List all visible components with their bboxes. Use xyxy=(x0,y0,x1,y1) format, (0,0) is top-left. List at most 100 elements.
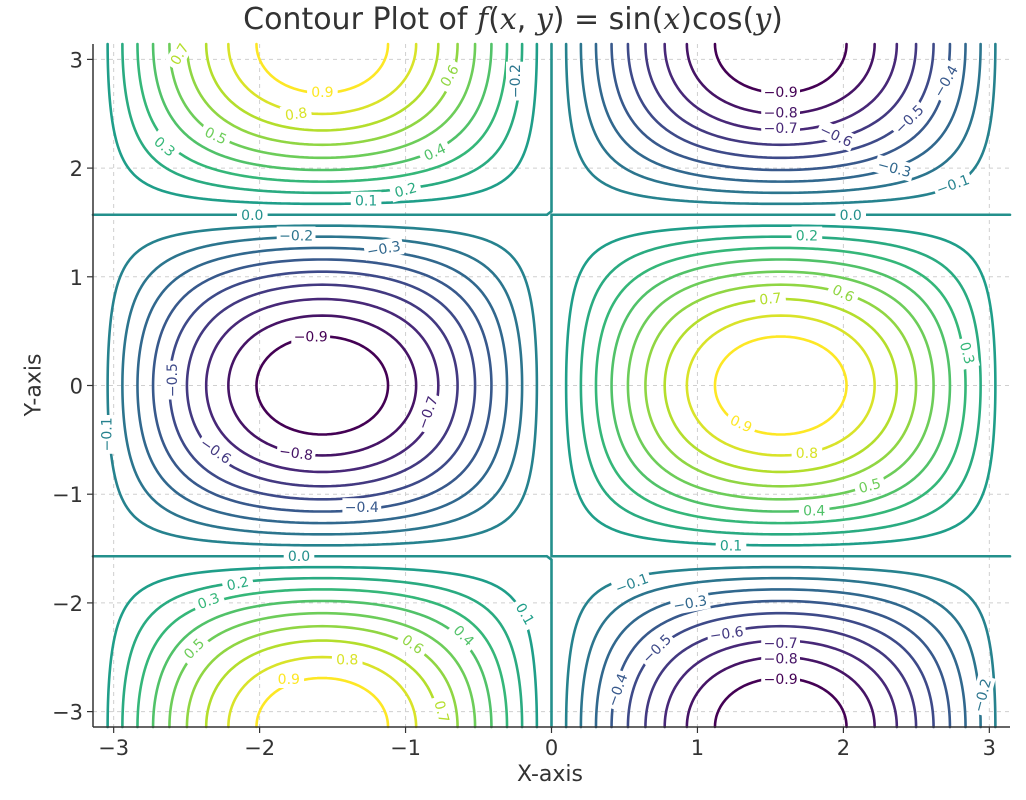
contour-label-bg xyxy=(506,61,524,101)
contour-label: −0.9 xyxy=(761,83,800,101)
contour-line-0.4 xyxy=(151,42,952,729)
contour-label: −0.3 xyxy=(873,154,916,182)
contour-label-bg xyxy=(331,650,363,669)
contour-label-bg xyxy=(791,443,823,462)
contour-label-bg xyxy=(342,498,382,517)
contour-label-bg xyxy=(761,83,800,101)
contour-label-bg xyxy=(761,670,800,688)
contour-label-text: −0.8 xyxy=(278,444,314,465)
y-tick-label: −3 xyxy=(52,701,83,725)
contour-label: 0.0 xyxy=(283,547,315,566)
x-tick-label: 2 xyxy=(837,736,850,760)
contour-label: 0.3 xyxy=(191,587,226,615)
contour-label-bg xyxy=(307,83,338,101)
contour-label-bg xyxy=(669,590,711,616)
contour-label-bg xyxy=(237,205,268,224)
contour-label-bg xyxy=(220,571,255,596)
contour-label: −0.8 xyxy=(761,649,800,668)
contour-label-text: 0.0 xyxy=(288,549,310,565)
contour-label-text: 0.4 xyxy=(803,504,825,520)
contour-label-bg xyxy=(163,360,181,400)
contour-label-text: −0.3 xyxy=(366,239,402,261)
contour-label-bg xyxy=(283,547,315,566)
contour-label: 0.2 xyxy=(388,177,423,203)
contour-label-text: −0.8 xyxy=(764,106,798,122)
contour-label: −0.3 xyxy=(363,236,405,261)
contour-label-bg xyxy=(509,596,541,632)
chart-title: Contour Plot of f(x, y) = sin(x)cos(y) xyxy=(0,2,1026,37)
contour-label-bg xyxy=(761,103,800,122)
axes xyxy=(87,44,1010,733)
contour-label: 0.3 xyxy=(954,335,981,371)
contour-label-text: −0.7 xyxy=(764,636,798,652)
contour-line-0.7 xyxy=(204,42,899,729)
contour-line-0.0 xyxy=(91,42,1012,729)
y-tick-label: −2 xyxy=(52,592,83,616)
contour-label-bg xyxy=(873,154,916,182)
y-tick-label: 1 xyxy=(70,266,83,290)
contour-label-text: −0.4 xyxy=(345,500,379,516)
contour-label: −0.2 xyxy=(968,674,996,717)
contour-label: −0.8 xyxy=(761,103,800,122)
contour-label: −0.7 xyxy=(761,118,800,137)
title-variable: f xyxy=(476,2,489,37)
x-tick-label: −1 xyxy=(390,736,421,760)
contour-label-bg xyxy=(761,118,800,137)
contour-label-text: 0.9 xyxy=(311,85,333,101)
contour-label-bg xyxy=(602,668,633,712)
contour-label-text: −0.9 xyxy=(764,672,798,688)
contour-label-text: 0.0 xyxy=(241,208,263,224)
contour-label: 0.9 xyxy=(273,670,305,688)
y-tick-label: −1 xyxy=(52,483,83,507)
contour-line--0.8 xyxy=(227,42,876,729)
contour-label-bg xyxy=(273,670,305,688)
contour-line--0.5 xyxy=(168,42,935,729)
chart-title-prefix: Contour Plot of xyxy=(243,2,477,37)
x-tick-label: 3 xyxy=(983,736,996,760)
contour-label-bg xyxy=(968,674,996,717)
contour-label: 0.1 xyxy=(350,191,382,210)
title-text: ) xyxy=(771,2,783,37)
contour-label: −0.4 xyxy=(342,498,382,517)
contour-label: 0.0 xyxy=(237,205,268,224)
contour-label: 0.6 xyxy=(395,628,431,661)
contour-label-bg xyxy=(194,432,237,470)
contour-label: 0.7 xyxy=(754,288,787,309)
contour-label-bg xyxy=(852,472,887,499)
x-tick-label: 1 xyxy=(691,736,704,760)
contour-label-bg xyxy=(791,226,823,245)
title-text: ) = sin( xyxy=(552,2,664,37)
contour-line--0.1 xyxy=(106,42,997,729)
contour-label-bg xyxy=(798,501,830,520)
contour-label-text: 0.2 xyxy=(393,180,419,201)
contour-label-bg xyxy=(761,649,800,668)
contour-label-bg xyxy=(417,137,453,167)
contour-label-bg xyxy=(429,694,455,729)
x-tick-label: −3 xyxy=(98,736,129,760)
contour-labels: 0.90.80.70.60.50.40.30.20.10.0−0.2 −0.9−0… xyxy=(97,36,996,729)
contour-label: −0.1 xyxy=(931,169,975,200)
contour-label: −0.8 xyxy=(275,441,317,465)
contour-label-text: −0.3 xyxy=(876,157,913,181)
contour-lines xyxy=(91,42,1012,729)
contour-label: 0.4 xyxy=(798,501,830,520)
contour-label-bg xyxy=(835,205,866,224)
contour-label-text: 0.2 xyxy=(796,229,818,245)
contour-label-text: 0.8 xyxy=(284,105,308,124)
contour-label: 0.8 xyxy=(791,443,823,462)
contour-label-text: 0.0 xyxy=(840,208,862,224)
contour-label-text: 0.8 xyxy=(336,652,358,668)
contour-label: −0.4 xyxy=(928,59,964,103)
contour-label-text: −0.1 xyxy=(934,172,971,199)
contour-label-bg xyxy=(279,102,313,125)
contour-label: 0.9 xyxy=(723,408,759,439)
contour-label-bg xyxy=(97,414,116,454)
contour-label-text: 0.8 xyxy=(796,446,818,462)
contour-label: −0.9 xyxy=(761,670,800,688)
contour-line--0.2 xyxy=(121,42,982,729)
contour-label: 0.2 xyxy=(791,226,823,245)
contour-label-text: 0.5 xyxy=(857,476,883,497)
contour-label-bg xyxy=(446,618,482,653)
contour-label: −0.7 xyxy=(761,634,800,653)
